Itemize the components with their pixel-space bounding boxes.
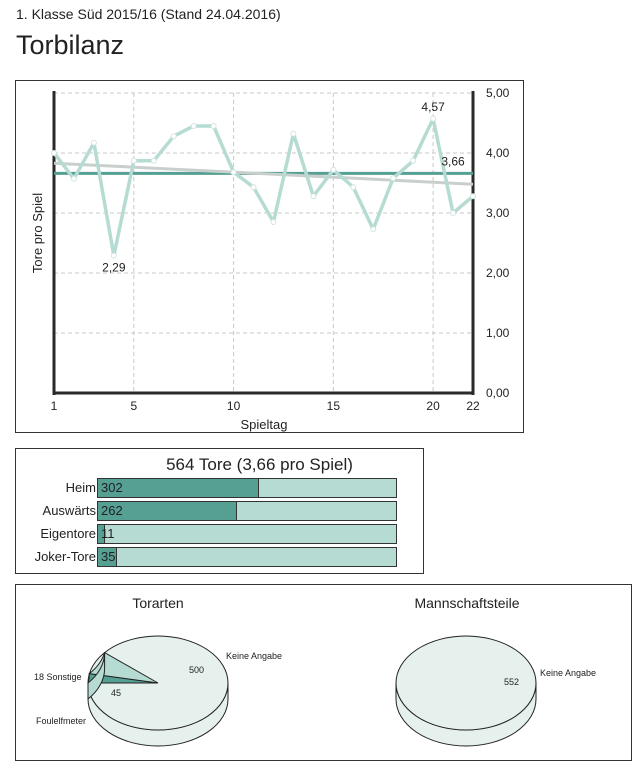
chart-labels: 0,001,002,003,004,005,001 5 10 15 20 222,294,…: [51, 86, 510, 413]
x-tick-label: 10: [227, 399, 241, 413]
pie-mannschaftsteile: 552 Keine Angabe: [395, 635, 596, 747]
data-point: [270, 219, 277, 225]
data-label: 2,29: [102, 261, 126, 275]
bar-fill: [98, 479, 259, 497]
pie-title-torarten: Torarten: [132, 595, 183, 611]
pie-charts-panel: Torarten Mannschaftsteile 500 45 Keine Ang…: [15, 584, 632, 761]
data-point: [470, 193, 476, 200]
pie-side-slice: [87, 652, 106, 701]
bar-label: Auswärts: [42, 503, 96, 518]
pie-category-label: Foulelfmeter: [36, 716, 86, 726]
data-point: [370, 226, 377, 233]
goals-per-game-line: [52, 117, 475, 258]
pie-value-label: 500: [189, 665, 204, 675]
pie-category-label: 18 Sonstige: [34, 672, 82, 682]
y-tick-label: 3,00: [486, 206, 510, 220]
y-tick-label: 4,00: [486, 146, 510, 160]
data-point: [430, 115, 437, 122]
y-axis-label: Tore pro Spiel: [30, 193, 45, 273]
goals-summary-panel: 564 Tore (3,66 pro Spiel) Heim 302 Auswärt…: [15, 448, 424, 574]
data-point: [250, 184, 257, 191]
data-point: [330, 166, 337, 173]
x-axis-label: Spieltag: [241, 417, 288, 432]
page-subtitle: 1. Klasse Süd 2015/16 (Stand 24.04.2016): [16, 6, 281, 22]
page-title: Torbilanz: [16, 30, 125, 60]
bar-track: 262: [97, 501, 397, 521]
bar-track: 35: [97, 547, 397, 567]
data-point: [390, 175, 397, 182]
x-tick-label: 15: [327, 399, 341, 413]
data-point: [150, 157, 157, 164]
pie-category-label: Keine Angabe: [540, 668, 596, 678]
data-point: [350, 184, 357, 191]
y-tick-label: 1,00: [486, 326, 510, 340]
bar-row-heim: Heim 302: [16, 478, 406, 498]
bar-fill: [98, 502, 238, 520]
bar-fill: [98, 525, 105, 543]
chart-axes: [52, 91, 475, 395]
data-point: [130, 157, 137, 164]
data-label: 3,66: [441, 154, 465, 168]
pie-category-label: Keine Angabe: [226, 651, 282, 661]
data-point: [290, 130, 297, 137]
data-point: [310, 193, 317, 200]
bar-value: 302: [101, 480, 123, 495]
data-point: [110, 252, 117, 259]
data-point: [170, 133, 177, 140]
bar-fill: [98, 548, 118, 566]
y-tick-label: 2,00: [486, 266, 510, 280]
bar-label: Eigentore: [40, 526, 96, 541]
x-tick-label: 5: [130, 399, 137, 413]
x-tick-label: 1: [51, 399, 58, 413]
chart-grid: [54, 92, 473, 393]
pie-torarten: 500 45 Keine Angabe Foulelfmeter 18 Sonstige: [34, 635, 282, 747]
data-point: [90, 139, 97, 146]
data-point: [51, 150, 57, 156]
data-point: [410, 157, 417, 164]
bar-label: Heim: [65, 480, 96, 495]
bar-value: 35: [101, 549, 116, 564]
bar-track: 302: [97, 478, 397, 498]
data-point: [190, 123, 197, 129]
y-tick-label: 5,00: [486, 86, 510, 100]
data-point: [210, 123, 217, 129]
bar-value: 11: [101, 526, 115, 541]
x-tick-label: 20: [426, 399, 440, 413]
pie-value-label: 552: [504, 677, 519, 687]
goals-per-matchday-chart: 0,00 1,00 2,00 3,00 4,00 5,00 1 5 10 15 20 22 2,29 4,…: [15, 80, 524, 433]
goals-summary-title: 564 Tore (3,66 pro Spiel): [166, 455, 353, 474]
x-tick-label: 22: [466, 399, 480, 413]
bar-row-joker-tore: Joker-Tore 35: [16, 547, 406, 567]
pie-value-label: 45: [111, 688, 121, 698]
bar-label: Joker-Tore: [34, 549, 96, 564]
bar-value: 262: [101, 503, 123, 518]
y-tick-label: 0,00: [486, 386, 510, 400]
data-point: [450, 210, 457, 216]
bar-track: 11: [97, 524, 397, 544]
pie-slice: [395, 635, 537, 731]
data-point: [230, 169, 237, 176]
data-point: [70, 175, 77, 182]
bar-row-eigentore: Eigentore 11: [16, 524, 406, 544]
data-label: 4,57: [421, 100, 445, 114]
line-chart-svg: 0,001,002,003,004,005,001 5 10 15 20 222,294,…: [30, 86, 510, 432]
pie-charts-svg: Torarten Mannschaftsteile 500 45 Keine Ang…: [34, 595, 596, 747]
chart-series: [51, 115, 476, 259]
bar-row-ausw-rts: Auswärts 262: [16, 501, 406, 521]
trend-line: [53, 161, 474, 186]
pie-title-mannschaftsteile: Mannschaftsteile: [414, 595, 519, 611]
